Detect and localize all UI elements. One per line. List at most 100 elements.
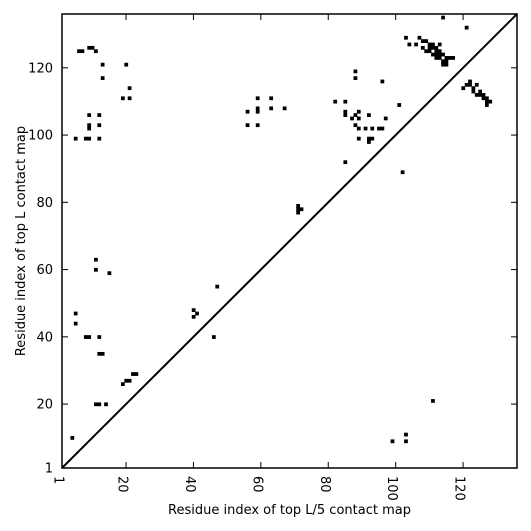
contact-point-top-l: [484, 103, 489, 107]
y-tick-label: 40: [36, 330, 53, 345]
contact-point-top-l: [420, 39, 425, 43]
contact-point-top-l5: [404, 439, 408, 444]
x-tick-label: 60: [249, 476, 264, 493]
contact-point-top-l: [427, 49, 432, 54]
contact-point-top-l: [370, 136, 375, 141]
contact-point-top-l: [437, 42, 442, 47]
contact-point-top-l: [377, 126, 381, 131]
contact-point-top-l: [363, 126, 368, 131]
contact-point-top-l: [441, 52, 445, 57]
contact-point-top-l: [484, 99, 489, 104]
contact-point-top-l: [269, 96, 274, 101]
contact-point-top-l: [97, 402, 102, 407]
contact-point-top-l: [245, 123, 250, 128]
contact-point-top-l: [97, 351, 102, 356]
contact-point-top-l: [380, 126, 385, 131]
contact-point-top-l: [478, 89, 483, 94]
x-tick-label: 80: [317, 476, 332, 493]
contact-point-top-l: [367, 113, 371, 117]
contact-point-top-l: [343, 160, 348, 165]
contact-point-top-l: [282, 106, 287, 111]
x-tick-label: 100: [384, 476, 399, 501]
points-layer: [70, 15, 493, 444]
contact-point-top-l: [296, 204, 301, 208]
contact-point-top-l: [87, 45, 92, 50]
contact-point-top-l: [471, 89, 476, 94]
contact-point-top-l: [451, 56, 456, 60]
contact-point-top-l: [424, 49, 429, 54]
contact-point-top-l: [124, 378, 129, 383]
contact-point-top-l: [434, 56, 439, 60]
contact-point-top-l: [73, 136, 78, 141]
contact-point-top-l: [94, 267, 98, 272]
contact-point-top-l: [73, 311, 78, 316]
contact-point-top-l: [431, 52, 435, 57]
y-tick-label: 20: [36, 398, 53, 413]
contact-point-top-l: [481, 93, 486, 97]
contact-point-top-l: [255, 123, 260, 128]
contact-point-top-l: [343, 113, 348, 117]
contact-point-top-l: [195, 311, 199, 316]
contact-point-top-l: [464, 25, 469, 30]
contact-point-top-l: [434, 52, 439, 57]
contact-point-top-l: [468, 82, 472, 87]
contact-point-top-l: [437, 52, 442, 57]
contact-point-top-l: [367, 136, 371, 141]
contact-point-top-l: [397, 103, 402, 107]
contact-point-top-l: [471, 86, 476, 91]
contact-point-top-l: [434, 49, 439, 54]
contact-point-top-l: [87, 136, 92, 141]
contact-point-top-l: [437, 56, 442, 60]
contact-point-top-l: [87, 126, 92, 131]
contact-point-top-l: [191, 314, 196, 319]
contact-point-top-l: [424, 39, 429, 43]
contact-point-top-l: [343, 99, 348, 104]
contact-point-top-l: [191, 308, 196, 313]
contact-point-top-l: [427, 42, 432, 47]
contact-point-top-l: [350, 116, 354, 121]
contact-point-top-l: [215, 284, 220, 289]
diagonal-line: [61, 13, 518, 469]
contact-point-top-l: [434, 45, 439, 50]
contact-point-top-l: [107, 271, 112, 276]
contact-point-top-l: [488, 99, 493, 104]
contact-point-top-l: [94, 49, 98, 54]
contact-point-top-l: [478, 93, 483, 97]
contact-point-top-l: [83, 335, 88, 339]
contact-point-top-l: [444, 56, 449, 60]
contact-point-top-l: [404, 35, 408, 40]
contact-point-top-l: [87, 335, 92, 339]
contact-point-top-l: [353, 113, 358, 117]
contact-point-top-l: [356, 126, 361, 131]
contact-point-top-l: [431, 45, 435, 50]
contact-point-top-l: [255, 96, 260, 101]
contact-point-top-l5: [70, 436, 75, 440]
contact-point-top-l: [127, 86, 132, 91]
contact-point-top-l: [431, 42, 435, 47]
contact-point-top-l5: [404, 432, 408, 437]
contact-point-top-l: [87, 123, 92, 128]
contact-point-top-l: [441, 59, 445, 64]
contact-point-top-l: [343, 109, 348, 114]
contact-point-top-l: [437, 49, 442, 54]
contact-point-top-l: [255, 106, 260, 111]
y-tick-label: 80: [36, 196, 53, 211]
contact-point-top-l: [104, 402, 108, 407]
contact-point-top-l: [94, 257, 98, 262]
contact-point-top-l: [444, 62, 449, 67]
contact-point-top-l: [484, 96, 489, 101]
contact-point-top-l: [441, 62, 445, 67]
contact-point-top-l: [97, 335, 102, 339]
contact-point-top-l: [127, 96, 132, 101]
plot-frame: [61, 13, 518, 469]
contact-point-top-l5: [390, 439, 395, 444]
contact-point-top-l: [380, 79, 385, 84]
contact-point-top-l: [414, 42, 418, 47]
contact-point-top-l: [100, 62, 105, 67]
contact-point-top-l: [468, 79, 472, 84]
contact-point-top-l: [333, 99, 338, 104]
contact-point-top-l: [420, 45, 425, 50]
contact-point-top-l: [269, 106, 274, 111]
